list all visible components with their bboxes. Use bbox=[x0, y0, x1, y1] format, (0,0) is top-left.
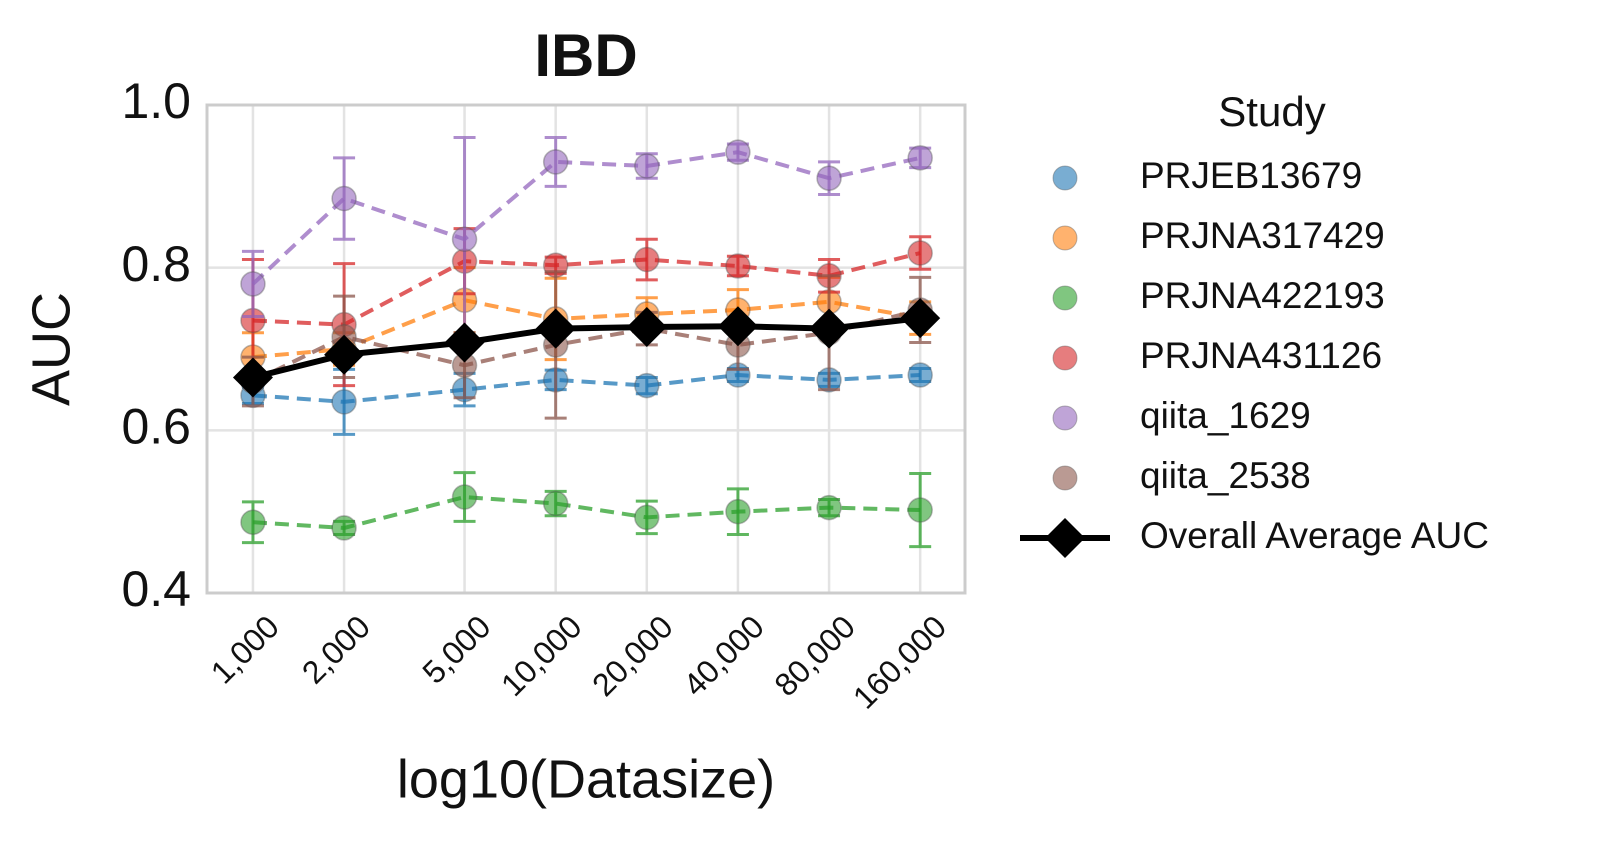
overall-marker bbox=[324, 334, 365, 375]
point bbox=[634, 153, 660, 179]
legend-marker bbox=[1052, 225, 1078, 251]
x-axis-label: log10(Datasize) bbox=[397, 749, 775, 809]
overall-marker bbox=[232, 357, 273, 398]
y-tick-label: 0.4 bbox=[121, 561, 191, 617]
x-tick-label: 160,000 bbox=[846, 608, 953, 715]
point bbox=[816, 494, 842, 521]
x-tick-label: 10,000 bbox=[494, 608, 589, 703]
point bbox=[331, 185, 357, 212]
legend-label: PRJNA422193 bbox=[1140, 275, 1385, 316]
y-tick-label: 0.8 bbox=[121, 236, 191, 292]
point bbox=[725, 253, 751, 279]
y-axis-label: AUC bbox=[21, 292, 81, 406]
legend-marker bbox=[1052, 165, 1078, 191]
x-tick-label: 20,000 bbox=[585, 608, 680, 703]
point bbox=[240, 271, 266, 297]
point bbox=[907, 240, 933, 266]
series-line bbox=[252, 495, 921, 530]
x-tick-label: 5,000 bbox=[415, 608, 497, 690]
point bbox=[816, 165, 842, 191]
legend-label: PRJNA317429 bbox=[1140, 215, 1385, 256]
point bbox=[634, 504, 660, 531]
series-line bbox=[252, 251, 921, 327]
chart-title: IBD bbox=[534, 22, 637, 89]
series-line bbox=[252, 373, 921, 404]
legend-label: qiita_2538 bbox=[1140, 455, 1311, 496]
legend-marker bbox=[1052, 465, 1078, 491]
overall-marker bbox=[626, 307, 667, 348]
legend-marker bbox=[1052, 345, 1078, 371]
point bbox=[725, 498, 751, 525]
point bbox=[331, 515, 357, 541]
overall-marker bbox=[900, 298, 941, 339]
legend-title: Study bbox=[1218, 88, 1325, 135]
point bbox=[542, 149, 569, 175]
legend-marker bbox=[1052, 285, 1078, 311]
point bbox=[542, 490, 569, 517]
legend-marker bbox=[1052, 405, 1078, 431]
point bbox=[634, 372, 660, 399]
marks bbox=[232, 136, 941, 549]
x-tick-label: 2,000 bbox=[295, 608, 377, 690]
overall-marker bbox=[535, 308, 576, 349]
legend-label: Overall Average AUC bbox=[1140, 515, 1489, 556]
point bbox=[634, 246, 660, 273]
point bbox=[331, 389, 357, 415]
legend-label: qiita_1629 bbox=[1140, 395, 1311, 436]
point bbox=[240, 509, 266, 535]
point bbox=[907, 362, 933, 388]
overall-marker bbox=[717, 306, 758, 347]
y-tick-label: 0.6 bbox=[121, 399, 191, 455]
y-tick-label: 1.0 bbox=[121, 73, 191, 129]
overall-marker bbox=[444, 322, 485, 363]
overall-marker bbox=[809, 308, 850, 349]
legend-label: PRJEB13679 bbox=[1140, 155, 1362, 196]
series-line bbox=[252, 308, 921, 384]
point bbox=[451, 226, 478, 252]
legend-label: PRJNA431126 bbox=[1140, 335, 1382, 376]
x-tick-label: 40,000 bbox=[676, 608, 771, 703]
point bbox=[451, 484, 478, 510]
point bbox=[907, 145, 933, 171]
legend-marker bbox=[1045, 518, 1085, 558]
point bbox=[725, 139, 751, 165]
x-tick-label: 1,000 bbox=[204, 608, 286, 690]
plot-frame bbox=[205, 103, 967, 595]
point bbox=[907, 497, 933, 523]
